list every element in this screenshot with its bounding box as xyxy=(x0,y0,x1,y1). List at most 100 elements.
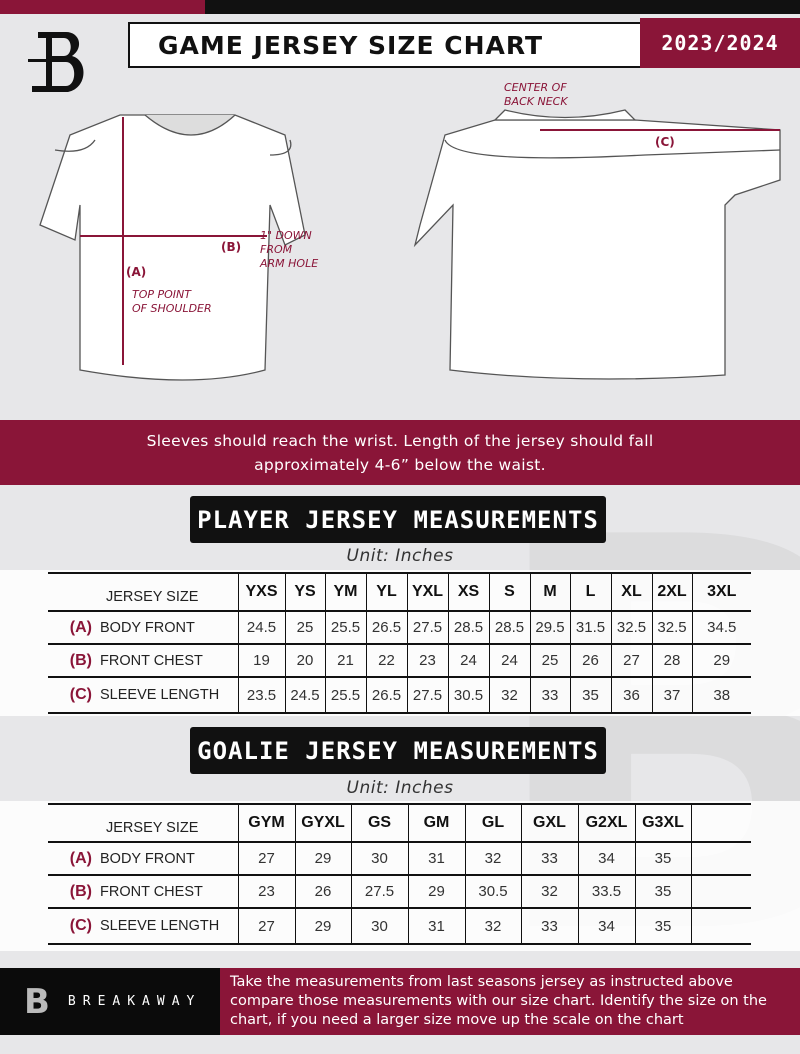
size-header: 2XL xyxy=(651,573,692,611)
top-accent-bar xyxy=(0,0,205,14)
measure-value: 35 xyxy=(634,908,691,944)
player-size-table: JERSEY SIZE YXS YS YM YL YXL XS S M L XL 2XL 3XL (A) B… xyxy=(48,572,751,714)
player-section-title: PLAYER JERSEY MEASUREMENTS xyxy=(190,496,606,543)
size-header: YS xyxy=(284,573,325,611)
measure-value: 32.5 xyxy=(651,611,692,644)
measure-value: 30 xyxy=(350,908,408,944)
table-row: (A) BODY FRONT 24.5 25 25.5 26.5 27.5 28.5 28.5 2… xyxy=(48,611,751,644)
measure-value xyxy=(690,842,751,875)
goalie-section-title: GOALIE JERSEY MEASUREMENTS xyxy=(190,727,606,774)
size-header: L xyxy=(569,573,611,611)
fit-instructions-banner: Sleeves should reach the wrist. Length o… xyxy=(0,420,800,485)
table-row: (B) FRONT CHEST 19 20 21 22 23 24 24 25 26 27 28 29 xyxy=(48,644,751,677)
measure-value: 34 xyxy=(577,842,635,875)
measure-value: 26 xyxy=(569,644,611,677)
table-row: (C) SLEEVE LENGTH 23.5 24.5 25.5 26.5 27.5 30.5… xyxy=(48,677,751,713)
chest-note: 1" DOWN FROM ARM HOLE xyxy=(260,229,319,270)
measure-value: 29 xyxy=(407,875,465,908)
measure-value: 32 xyxy=(488,677,530,713)
measure-value: 32.5 xyxy=(610,611,652,644)
measure-value: 24.5 xyxy=(284,677,325,713)
size-header: S xyxy=(488,573,530,611)
measure-value: 27 xyxy=(237,908,295,944)
measure-value: 34 xyxy=(577,908,635,944)
measure-value: 26 xyxy=(294,875,351,908)
measure-value: 29 xyxy=(294,908,351,944)
measure-value: 25.5 xyxy=(324,677,366,713)
size-header: YXS xyxy=(237,573,285,611)
measure-value: 24 xyxy=(488,644,530,677)
measure-value: 33 xyxy=(520,842,578,875)
jersey-diagram xyxy=(39,109,781,381)
measure-value xyxy=(690,875,751,908)
measure-value: 33 xyxy=(520,908,578,944)
footer-logo: B xyxy=(24,981,50,1022)
measure-lines-front xyxy=(80,117,267,365)
measure-label: FRONT CHEST xyxy=(100,883,203,900)
brand-logo xyxy=(28,32,84,92)
size-header: YXL xyxy=(406,573,448,611)
measure-value: 31 xyxy=(407,842,465,875)
size-header xyxy=(690,804,751,842)
season-badge: 2023/2024 xyxy=(640,18,800,68)
measure-letter: (A) xyxy=(69,618,92,636)
size-header: YM xyxy=(324,573,366,611)
measure-value: 30.5 xyxy=(447,677,489,713)
banner-line-1: Sleeves should reach the wrist. Length o… xyxy=(146,432,654,450)
measure-value: 35 xyxy=(634,875,691,908)
footer-instructions: Take the measurements from last seasons … xyxy=(220,968,800,1035)
size-header: YL xyxy=(365,573,407,611)
table-row: (C) SLEEVE LENGTH 27 29 30 31 32 33 34 35 xyxy=(48,908,751,944)
measure-value: 35 xyxy=(634,842,691,875)
size-header: GXL xyxy=(520,804,578,842)
size-header: GM xyxy=(407,804,465,842)
back-jersey-drawing xyxy=(413,109,781,380)
measure-value: 32 xyxy=(464,908,521,944)
measure-value: 26.5 xyxy=(365,677,407,713)
measure-value: 26.5 xyxy=(365,611,407,644)
measure-letter: (B) xyxy=(69,882,92,900)
measure-value: 36 xyxy=(610,677,652,713)
measure-value: 25.5 xyxy=(324,611,366,644)
measure-value: 19 xyxy=(237,644,285,677)
jersey-size-header: JERSEY SIZE xyxy=(106,820,199,836)
measure-value: 31 xyxy=(407,908,465,944)
size-header: XS xyxy=(447,573,489,611)
size-header: 3XL xyxy=(691,573,751,611)
measure-value: 23 xyxy=(406,644,448,677)
page-title: GAME JERSEY SIZE CHART xyxy=(128,22,640,68)
measure-value: 28 xyxy=(651,644,692,677)
measure-value: 25 xyxy=(529,644,570,677)
size-header: XL xyxy=(610,573,652,611)
size-header: GS xyxy=(350,804,408,842)
measure-letter: (C) xyxy=(69,686,92,703)
size-header: G3XL xyxy=(634,804,691,842)
size-header: GL xyxy=(464,804,521,842)
measure-value: 33 xyxy=(529,677,570,713)
measure-value: 22 xyxy=(365,644,407,677)
measure-value: 37 xyxy=(651,677,692,713)
measure-label: FRONT CHEST xyxy=(100,652,203,669)
measure-value: 28.5 xyxy=(447,611,489,644)
measure-value: 20 xyxy=(284,644,325,677)
jersey-size-header: JERSEY SIZE xyxy=(106,589,199,605)
measure-value: 23.5 xyxy=(237,677,285,713)
table-row: (A) BODY FRONT 27 29 30 31 32 33 34 35 xyxy=(48,842,751,875)
front-jersey-drawing xyxy=(39,114,306,381)
measure-value: 29 xyxy=(294,842,351,875)
size-header: M xyxy=(529,573,570,611)
measure-label: SLEEVE LENGTH xyxy=(100,918,220,934)
back-neck-note: CENTER OF BACK NECK xyxy=(504,81,568,108)
measure-letter: (C) xyxy=(69,917,92,934)
marker-c: (C) xyxy=(655,135,675,149)
measure-value: 23 xyxy=(237,875,295,908)
measure-value: 32 xyxy=(520,875,578,908)
marker-b: (B) xyxy=(221,240,242,254)
measure-value: 21 xyxy=(324,644,366,677)
measure-value: 29 xyxy=(691,644,751,677)
goalie-size-table: JERSEY SIZE GYM GYXL GS GM GL GXL G2XL G3XL (A) BO… xyxy=(48,803,751,945)
measure-value: 30.5 xyxy=(464,875,521,908)
size-header: GYXL xyxy=(294,804,351,842)
measure-value: 28.5 xyxy=(488,611,530,644)
measure-value: 32 xyxy=(464,842,521,875)
